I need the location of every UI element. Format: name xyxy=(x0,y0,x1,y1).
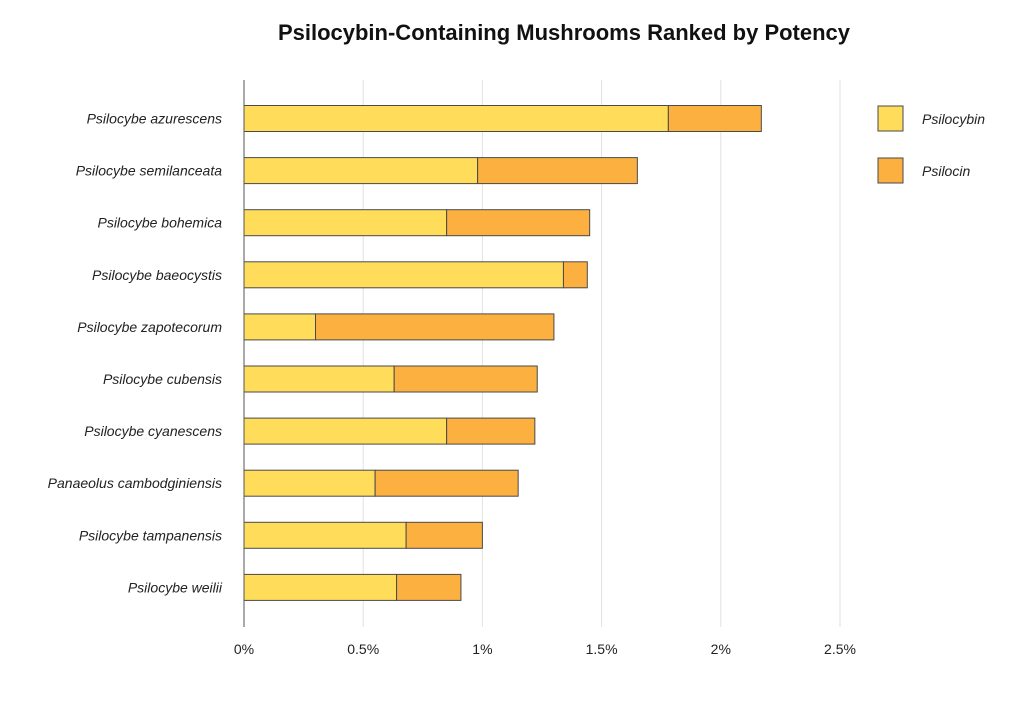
x-tick-label: 2% xyxy=(711,641,731,657)
bar-psilocin xyxy=(446,417,536,445)
category-label: Psilocybe cyanescens xyxy=(84,423,222,439)
bar-psilocin xyxy=(562,261,588,289)
bar-psilocybin xyxy=(243,209,448,237)
category-label: Psilocybe tampanensis xyxy=(79,527,222,543)
x-tick-label: 2.5% xyxy=(824,641,856,657)
bar-psilocybin xyxy=(243,313,317,341)
category-label: Psilocybe weilii xyxy=(128,579,223,595)
category-label: Panaeolus cambodginiensis xyxy=(48,475,222,491)
legend-label: Psilocybin xyxy=(922,111,985,127)
chart-title: Psilocybin-Containing Mushrooms Ranked b… xyxy=(278,20,851,45)
bar-psilocin xyxy=(393,365,538,393)
x-tick-labels: 0% 0.5% 1% 1.5% 2% 2.5% xyxy=(234,641,856,657)
bar-psilocybin xyxy=(243,521,407,549)
legend-label: Psilocin xyxy=(922,163,970,179)
x-tick-label: 0% xyxy=(234,641,254,657)
category-label: Psilocybe cubensis xyxy=(103,371,222,387)
x-tick-label: 0.5% xyxy=(347,641,379,657)
x-tick-label: 1.5% xyxy=(586,641,618,657)
bar-psilocybin xyxy=(243,417,448,445)
bar-psilocin xyxy=(477,157,638,185)
category-label: Psilocybe semilanceata xyxy=(76,163,223,179)
x-tick-label: 1% xyxy=(472,641,492,657)
bar-psilocin xyxy=(667,105,762,132)
bar-psilocin xyxy=(315,313,555,341)
bar-psilocin xyxy=(374,469,519,497)
bar-psilocin xyxy=(446,209,591,237)
legend-swatch xyxy=(877,105,904,132)
bar-psilocybin xyxy=(243,105,669,132)
category-labels: Psilocybe azurescens Psilocybe semilancea… xyxy=(48,111,223,596)
bar-psilocybin xyxy=(243,157,479,185)
bar-psilocybin xyxy=(243,573,398,601)
bar-psilocin xyxy=(405,521,483,549)
category-label: Psilocybe azurescens xyxy=(87,111,222,127)
bar-psilocin xyxy=(396,573,462,601)
bar-psilocybin xyxy=(243,365,395,393)
legend: Psilocybin Psilocin xyxy=(877,105,985,184)
bar-psilocybin xyxy=(243,469,376,497)
category-label: Psilocybe baeocystis xyxy=(92,267,222,283)
legend-swatch xyxy=(877,157,904,184)
category-label: Psilocybe bohemica xyxy=(97,215,222,231)
bars xyxy=(243,105,762,601)
category-label: Psilocybe zapotecorum xyxy=(77,319,222,335)
bar-psilocybin xyxy=(243,261,564,289)
